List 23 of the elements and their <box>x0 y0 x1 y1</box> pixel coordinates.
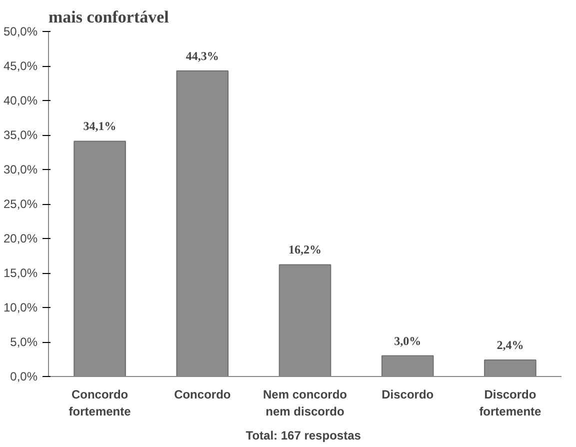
y-tick-label: 25,0% <box>3 197 38 211</box>
x-tick-label: Discordo fortemente <box>479 388 542 418</box>
data-label: 2,4% <box>496 338 524 352</box>
y-tick-label: 40,0% <box>3 94 38 108</box>
x-tick-label: Discordo <box>382 388 434 402</box>
y-tick-label: 5,0% <box>10 335 38 349</box>
text: Total: 167 respostas <box>246 428 362 442</box>
data-label: 3,0% <box>394 334 422 348</box>
y-tick-label: 10,0% <box>3 300 38 314</box>
data-label: 16,2% <box>288 242 322 257</box>
y-tick-label: 50,0% <box>3 24 38 38</box>
y-tick-label: 30,0% <box>3 162 38 176</box>
y-tick-label: 45,0% <box>3 59 38 73</box>
x-tick-label: Concordo fortemente <box>68 388 132 418</box>
chart-title: mais confortável <box>48 8 170 26</box>
y-tick-label: 20,0% <box>3 232 38 246</box>
x-tick-label: Nem concordo nem discordo <box>262 388 348 418</box>
y-tick-label: 15,0% <box>3 266 38 280</box>
y-tick-label: 0,0% <box>10 370 38 384</box>
y-tick-label: 35,0% <box>3 128 38 142</box>
data-label: 44,3% <box>186 48 219 63</box>
data-label: 34,1% <box>83 119 116 134</box>
x-tick-label: Concordo <box>174 388 231 402</box>
